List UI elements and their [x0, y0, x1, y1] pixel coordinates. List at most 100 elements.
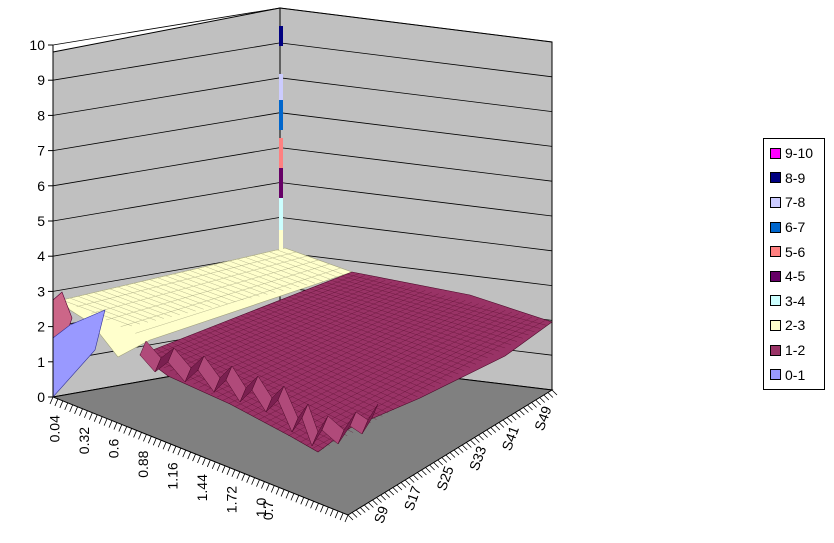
legend-item: 5-6 [770, 239, 824, 264]
legend-item: 7-8 [770, 190, 824, 215]
legend-label: 8-9 [785, 169, 806, 186]
x-minor-tick [147, 436, 152, 444]
gridline-left [52, 147, 281, 187]
surface-front-edge [139, 340, 379, 447]
series-tick-label: S49 [531, 404, 555, 433]
legend-item: 6-7 [770, 215, 824, 240]
series-minor-tick [486, 429, 493, 436]
legend-item: 3-4 [770, 289, 824, 314]
surface-mesh-line [145, 273, 359, 359]
legend-label: 5-6 [785, 243, 806, 260]
x-minor-tick [216, 463, 221, 472]
legend-swatch [770, 344, 781, 356]
x-minor-tick [197, 455, 201, 464]
x-minor-tick [69, 404, 74, 413]
x-tick-label: 0.32 [76, 427, 92, 454]
z-tick-label: 4 [37, 248, 45, 264]
legend-swatch [770, 172, 781, 184]
plateau-mesh-line [205, 266, 276, 293]
series-minor-tick [527, 404, 533, 411]
x-minor-tick [59, 400, 64, 409]
x-minor-tick [152, 438, 157, 446]
series-minor-tick [347, 514, 354, 521]
series-minor-tick [359, 507, 366, 513]
x-minor-tick [167, 444, 172, 452]
surface-mesh-line [276, 310, 506, 430]
z-tick-label: 2 [37, 319, 45, 335]
series-minor-tick [449, 452, 456, 458]
x-minor-tick [295, 495, 300, 503]
plateau-mesh-line [109, 288, 180, 316]
legend-label: 0-1 [785, 366, 806, 383]
plateau-mesh-line [165, 275, 236, 303]
series-minor-tick [372, 499, 378, 506]
x-minor-tick [329, 508, 334, 517]
x-minor-tick [290, 493, 295, 501]
x-minor-tick [305, 499, 310, 507]
surface-mesh-line [228, 296, 453, 404]
x-minor-tick [133, 430, 137, 438]
legend-swatch [770, 147, 781, 159]
series-minor-tick [482, 432, 488, 438]
x-minor-tick [300, 497, 305, 505]
x-minor-tick [123, 426, 128, 434]
series-minor-tick [384, 492, 391, 498]
x-tick-label: 1.0 [253, 498, 269, 518]
legend-item: 1-2 [770, 338, 824, 363]
x-tick-label: 1.72 [223, 486, 239, 513]
x-minor-tick [270, 485, 275, 493]
x-minor-tick [324, 506, 329, 515]
series-minor-tick [535, 399, 541, 406]
x-minor-tick [84, 410, 88, 418]
x-minor-tick [64, 402, 69, 411]
x-minor-tick [108, 420, 113, 428]
series-minor-tick [498, 422, 505, 428]
gridline-left [52, 217, 281, 257]
plateau-mesh-line [133, 283, 204, 310]
x-minor-tick [93, 414, 98, 422]
plateau-mesh-line [276, 249, 348, 277]
plateau-mesh-line [101, 290, 172, 317]
legend-label: 6-7 [785, 219, 806, 236]
gridline-right [279, 182, 553, 217]
x-minor-tick [192, 453, 196, 462]
plateau-mesh-line [197, 268, 268, 295]
plateau-mesh-line [91, 255, 308, 314]
surface-mesh-line [187, 285, 406, 382]
surface-mesh-line [234, 298, 459, 407]
x-minor-tick [251, 477, 255, 485]
x-tick-label: 1.44 [194, 474, 210, 501]
legend-item: 4-5 [770, 264, 824, 289]
surface-mesh-line [311, 320, 546, 449]
x-minor-tick [261, 481, 265, 489]
surface-mesh-line [211, 291, 433, 395]
x-minor-tick [320, 505, 324, 513]
surface-mesh-line [205, 290, 426, 391]
x-minor-tick [49, 396, 54, 405]
gridline-right [279, 251, 553, 286]
surface-mesh-line [288, 313, 519, 437]
x-minor-tick [285, 491, 290, 499]
legend-item: 8-9 [770, 166, 824, 191]
legend-label: 7-8 [785, 194, 806, 211]
x-minor-tick [202, 457, 206, 466]
legend-swatch [770, 295, 781, 307]
series-minor-tick [547, 392, 554, 398]
x-minor-tick [256, 479, 260, 487]
x-minor-tick [103, 418, 108, 426]
series-minor-tick [380, 494, 386, 501]
surface-mesh-line [199, 288, 419, 388]
x-minor-tick [344, 514, 349, 523]
series-tick-label: S33 [466, 444, 490, 473]
z-tick-label: 3 [37, 283, 45, 299]
x-minor-tick [226, 467, 231, 475]
legend-label: 9-10 [785, 145, 814, 162]
series-minor-tick [368, 502, 374, 508]
x-axis-ticks: 0.04 0.32 0.6 0.88 1.16 1.44 1.72 1.00.7 [46, 396, 349, 523]
x-minor-tick [172, 446, 177, 454]
legend-swatch [770, 196, 781, 208]
surface-mesh-line [258, 305, 486, 420]
x-minor-tick [211, 461, 216, 470]
series-minor-tick [396, 484, 403, 491]
